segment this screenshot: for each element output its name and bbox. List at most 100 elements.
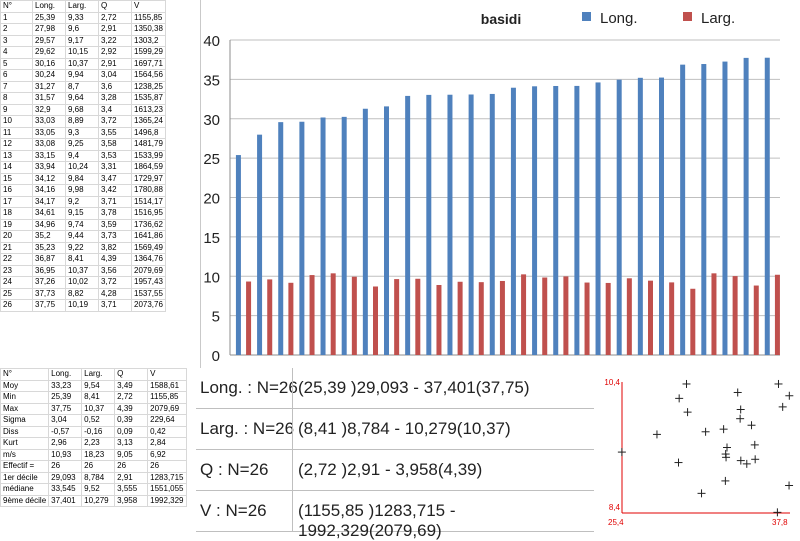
scatter-point: [617, 448, 626, 457]
statistics-table: N° Long. Larg. Q V Moy 33,23 9,54 3,49 1588,61 Min…: [0, 368, 187, 507]
table-cell: 0,39: [114, 414, 149, 427]
bar-long: [384, 106, 389, 355]
summary-key: Long. : N=26: [200, 378, 298, 397]
table-row: 12 33,08 9,25 3,58 1481,79: [0, 138, 166, 151]
table-cell: 9,74: [65, 218, 99, 231]
table-cell: 3,73: [98, 230, 132, 243]
table-cell: 6: [0, 69, 33, 82]
bar-larg: [753, 285, 759, 355]
table-cell: 30,24: [32, 69, 66, 82]
table-row: 1 25,39 9,33 2,72 1155,85: [0, 11, 166, 24]
bar-long: [659, 77, 664, 355]
y-tick-label: 15: [203, 230, 220, 247]
y-tick-label: 0: [212, 348, 220, 365]
table-row: Diss -0,57 -0,16 0,09 0,42: [0, 425, 187, 438]
table-cell: 1613,23: [131, 103, 166, 116]
bar-long: [426, 94, 432, 356]
table-cell: 1: [0, 11, 33, 24]
bar-long: [447, 94, 453, 355]
bar-larg: [478, 282, 484, 355]
table-row: 24 37,26 10,02 3,72 1957,43: [0, 276, 166, 289]
table-cell: 1729,97: [131, 172, 166, 185]
table-row: 17 34,17 9,2 3,71 1514,17: [0, 195, 166, 208]
bar-long: [235, 155, 241, 355]
table-cell: 12: [0, 138, 33, 151]
table-cell: 1514,17: [131, 195, 166, 208]
table-cell: 3,58: [98, 138, 132, 151]
bar-long: [341, 116, 347, 355]
table-cell: Max: [0, 402, 50, 415]
table-cell: 36,87: [32, 253, 66, 266]
table-cell: 9,25: [65, 138, 99, 151]
table-cell: 3: [0, 34, 33, 47]
table-cell: 9,98: [65, 184, 99, 197]
scatter-point: [683, 408, 692, 417]
table-cell: 3,958: [114, 494, 149, 507]
table-cell: 31,27: [32, 80, 66, 93]
bar-larg: [373, 286, 378, 355]
table-cell: 9,33: [65, 11, 99, 24]
table-row: 9 32,9 9,68 3,4 1613,23: [0, 103, 166, 116]
table-row: 20 35,2 9,44 3,73 1641,86: [0, 230, 166, 243]
bar-larg: [669, 282, 675, 355]
summary-value: (2,72 )2,91 - 3,958(4,39): [298, 460, 483, 479]
table-cell: 1599,29: [131, 46, 166, 59]
table-cell: 23: [0, 264, 33, 277]
table-cell: 4,39: [98, 253, 132, 266]
table-cell: 2,91: [114, 471, 149, 484]
table-row: 9ème décile 37,401 10,279 3,958 1992,329: [0, 494, 187, 507]
table-cell: 34,17: [32, 195, 66, 208]
table-cell: 1155,85: [131, 11, 166, 24]
bar-long: [299, 121, 305, 356]
bar-chart-panel: 0 5 10 15 20 25 30 35 40 basidi Long. Larg.: [196, 0, 800, 368]
table-cell: 9,6: [65, 23, 99, 36]
table-row: Max 37,75 10,37 4,39 2079,69: [0, 402, 187, 415]
bar-larg: [605, 282, 611, 355]
table-cell: 1303,2: [131, 34, 166, 47]
table-cell: 10,19: [65, 299, 99, 312]
table-row: 25 37,73 8,82 4,28 1537,55: [0, 287, 166, 300]
table-cell: 3,47: [98, 172, 132, 185]
table-cell: 1537,55: [131, 287, 166, 300]
table-cell: 1551,055: [147, 483, 187, 496]
table-cell: 1864,59: [131, 161, 166, 174]
scatter-point: [747, 421, 756, 430]
table-cell: 3,4: [98, 103, 132, 116]
table-cell: 10: [0, 115, 33, 128]
table-row: 8 31,57 9,64 3,28 1535,87: [0, 92, 166, 105]
table-cell: 3,6: [98, 80, 132, 93]
legend-swatch-long: [582, 12, 591, 21]
table-cell: 11: [0, 126, 33, 139]
table-cell: 2,96: [48, 437, 83, 450]
table-cell: 7: [0, 80, 33, 93]
table-cell: 25: [0, 287, 33, 300]
table-cell: 29,093: [48, 471, 83, 484]
bar-larg: [436, 284, 442, 355]
table-cell: 26: [147, 460, 187, 473]
bar-larg: [415, 278, 421, 355]
table-cell: 1533,99: [131, 149, 166, 162]
table-cell: 10,93: [48, 448, 83, 461]
bar-larg: [499, 280, 505, 355]
table-cell: Q: [114, 368, 149, 381]
table-cell: 2,72: [114, 391, 149, 404]
table-cell: 4,39: [114, 402, 149, 415]
table-cell: Min: [0, 391, 50, 404]
table-cell: 1697,71: [131, 57, 166, 70]
scatter-plot: 10,4 8,4 25,4 37,8: [604, 378, 794, 527]
table-cell: 10,37: [81, 402, 116, 415]
table-cell: 2,92: [98, 46, 132, 59]
table-cell: 34,12: [32, 172, 66, 185]
table-cell: 33,03: [32, 115, 66, 128]
table-cell: -0,16: [81, 425, 116, 438]
scatter-point: [723, 443, 731, 452]
table-cell: 1283,715: [147, 471, 187, 484]
bar-long: [722, 61, 728, 355]
table-cell: V: [147, 368, 187, 381]
table-cell: 4: [0, 46, 33, 59]
scatter-y-min-label: 8,4: [609, 503, 621, 512]
scatter-point: [652, 430, 661, 439]
table-row: 10 33,03 8,89 3,72 1365,24: [0, 115, 166, 128]
table-cell: 9,84: [65, 172, 99, 185]
table-cell: 2073,76: [131, 299, 166, 312]
